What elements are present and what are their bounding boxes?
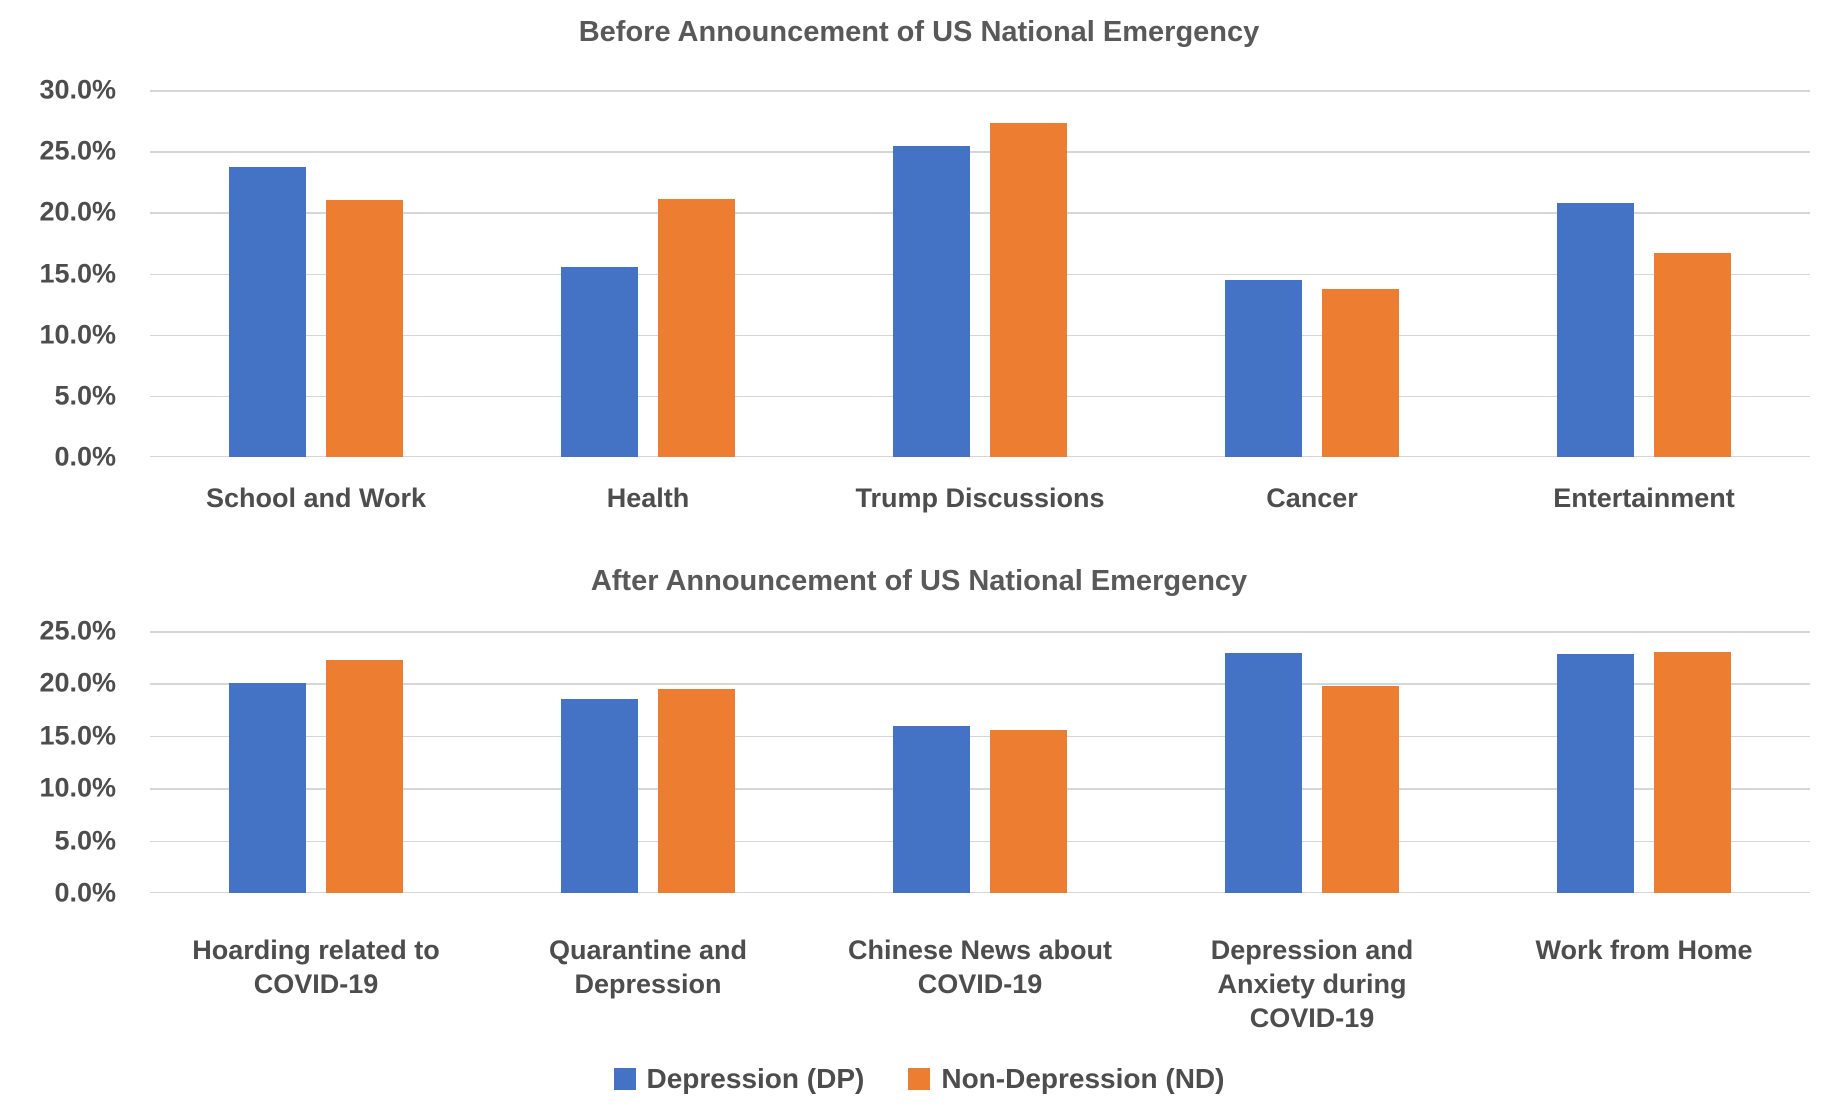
x-axis-spacer bbox=[0, 933, 150, 1035]
gridline bbox=[150, 788, 1810, 790]
bar-non-depression-nd bbox=[1654, 252, 1731, 457]
gridline bbox=[150, 735, 1810, 738]
bar-group-hoarding-related-to-covid-19 bbox=[150, 631, 482, 893]
gridline bbox=[150, 631, 1810, 633]
gridline bbox=[150, 334, 1810, 337]
bar-group-trump-discussions bbox=[814, 90, 1146, 457]
y-axis-tick-label: 25.0% bbox=[39, 615, 116, 646]
category-label: Quarantine and Depression bbox=[548, 935, 748, 999]
gridline bbox=[150, 273, 1810, 275]
bar-depression-dp bbox=[1557, 202, 1634, 457]
bar-group-cancer bbox=[1146, 90, 1478, 457]
bar-depression-dp bbox=[1225, 653, 1302, 893]
bar-non-depression-nd bbox=[326, 660, 403, 893]
category-label: School and Work bbox=[205, 483, 427, 513]
plot-area bbox=[150, 631, 1810, 893]
category-label: Health bbox=[606, 483, 690, 513]
gridline bbox=[150, 395, 1810, 398]
legend-label: Depression (DP) bbox=[646, 1063, 865, 1094]
plot-region: 0.0% 5.0% 10.0% 15.0% 20.0% 25.0% 30.0% bbox=[0, 76, 1810, 470]
after-announcement-chart: After Announcement of US National Emerge… bbox=[0, 563, 1838, 1035]
y-axis-tick-label: 30.0% bbox=[39, 74, 116, 105]
y-axis-tick-label: 5.0% bbox=[54, 380, 116, 411]
category-label: Cancer bbox=[1266, 483, 1358, 513]
x-axis-labels: Hoarding related to COVID-19 Quarantine a… bbox=[0, 933, 1810, 1035]
y-axis-tick-label: 15.0% bbox=[39, 720, 116, 751]
y-axis-tick-label: 0.0% bbox=[54, 877, 116, 908]
category-label: Hoarding related to COVID-19 bbox=[192, 935, 440, 999]
gridline bbox=[150, 840, 1810, 843]
plot-region: 0.0% 5.0% 10.0% 15.0% 20.0% 25.0% bbox=[0, 617, 1810, 906]
bar-depression-dp bbox=[893, 726, 970, 893]
y-axis-tick-label: 10.0% bbox=[39, 319, 116, 350]
gridline bbox=[150, 151, 1810, 153]
category-label: Work from Home bbox=[1535, 935, 1753, 965]
bar-depression-dp bbox=[229, 167, 306, 457]
depression-swatch-icon bbox=[613, 1068, 636, 1090]
legend: Depression (DP) Non-Depression (ND) bbox=[0, 1063, 1838, 1095]
bar-depression-dp bbox=[561, 267, 638, 457]
category-label: Trump Discussions bbox=[855, 483, 1105, 513]
category-label: Chinese News about COVID-19 bbox=[847, 935, 1113, 999]
non-depression-swatch-icon bbox=[908, 1068, 931, 1090]
bar-non-depression-nd bbox=[658, 198, 735, 457]
bar-non-depression-nd bbox=[658, 688, 735, 893]
y-axis-tick-label: 0.0% bbox=[54, 441, 116, 472]
bar-depression-dp bbox=[893, 146, 970, 457]
gridline bbox=[150, 212, 1810, 214]
x-axis-labels: School and Work Health Trump Discussions Ca… bbox=[0, 481, 1810, 515]
bar-depression-dp bbox=[561, 699, 638, 893]
y-axis-tick-label: 10.0% bbox=[39, 772, 116, 803]
bar-group-health bbox=[482, 90, 814, 457]
bar-group-school-and-work bbox=[150, 90, 482, 457]
bar-group-work-from-home bbox=[1478, 631, 1810, 893]
bar-non-depression-nd bbox=[1322, 289, 1399, 457]
x-axis-spacer bbox=[0, 481, 150, 515]
category-label: Depression and Anxiety during COVID-19 bbox=[1210, 935, 1414, 1033]
bar-non-depression-nd bbox=[990, 123, 1067, 457]
y-axis: 0.0% 5.0% 10.0% 15.0% 20.0% 25.0% bbox=[0, 617, 150, 906]
bar-group-chinese-news-about-covid-19 bbox=[814, 631, 1146, 893]
gridline bbox=[150, 455, 1810, 457]
y-axis-tick-label: 20.0% bbox=[39, 196, 116, 227]
bar-depression-dp bbox=[229, 683, 306, 893]
gridline bbox=[150, 90, 1810, 92]
legend-item-depression: Depression (DP) bbox=[613, 1063, 865, 1095]
chart-title: After Announcement of US National Emerge… bbox=[590, 565, 1248, 597]
bar-group-entertainment bbox=[1478, 90, 1810, 457]
bar-non-depression-nd bbox=[990, 729, 1067, 893]
legend-label: Non-Depression (ND) bbox=[941, 1063, 1225, 1094]
bar-group-depression-and-anxiety-during-covid-19 bbox=[1146, 631, 1478, 893]
legend-item-non-depression: Non-Depression (ND) bbox=[908, 1063, 1224, 1095]
y-axis-tick-label: 15.0% bbox=[39, 258, 116, 288]
plot-area bbox=[150, 90, 1810, 457]
before-announcement-chart: Before Announcement of US National Emerg… bbox=[0, 14, 1838, 515]
y-axis: 0.0% 5.0% 10.0% 15.0% 20.0% 25.0% 30.0% bbox=[0, 76, 150, 470]
bar-non-depression-nd bbox=[1322, 685, 1399, 893]
gridline bbox=[150, 891, 1810, 893]
bar-non-depression-nd bbox=[1654, 651, 1731, 893]
chart-page: Before Announcement of US National Emerg… bbox=[0, 14, 1838, 1095]
y-axis-tick-label: 25.0% bbox=[39, 135, 116, 166]
y-axis-tick-label: 5.0% bbox=[54, 825, 116, 856]
y-axis-tick-label: 20.0% bbox=[39, 667, 116, 698]
gridline bbox=[150, 683, 1810, 685]
bar-depression-dp bbox=[1225, 279, 1302, 457]
category-label: Entertainment bbox=[1553, 483, 1735, 513]
bar-depression-dp bbox=[1557, 654, 1634, 893]
chart-title: Before Announcement of US National Emerg… bbox=[578, 16, 1260, 48]
bar-group-quarantine-and-depression bbox=[482, 631, 814, 893]
bar-non-depression-nd bbox=[326, 200, 403, 457]
